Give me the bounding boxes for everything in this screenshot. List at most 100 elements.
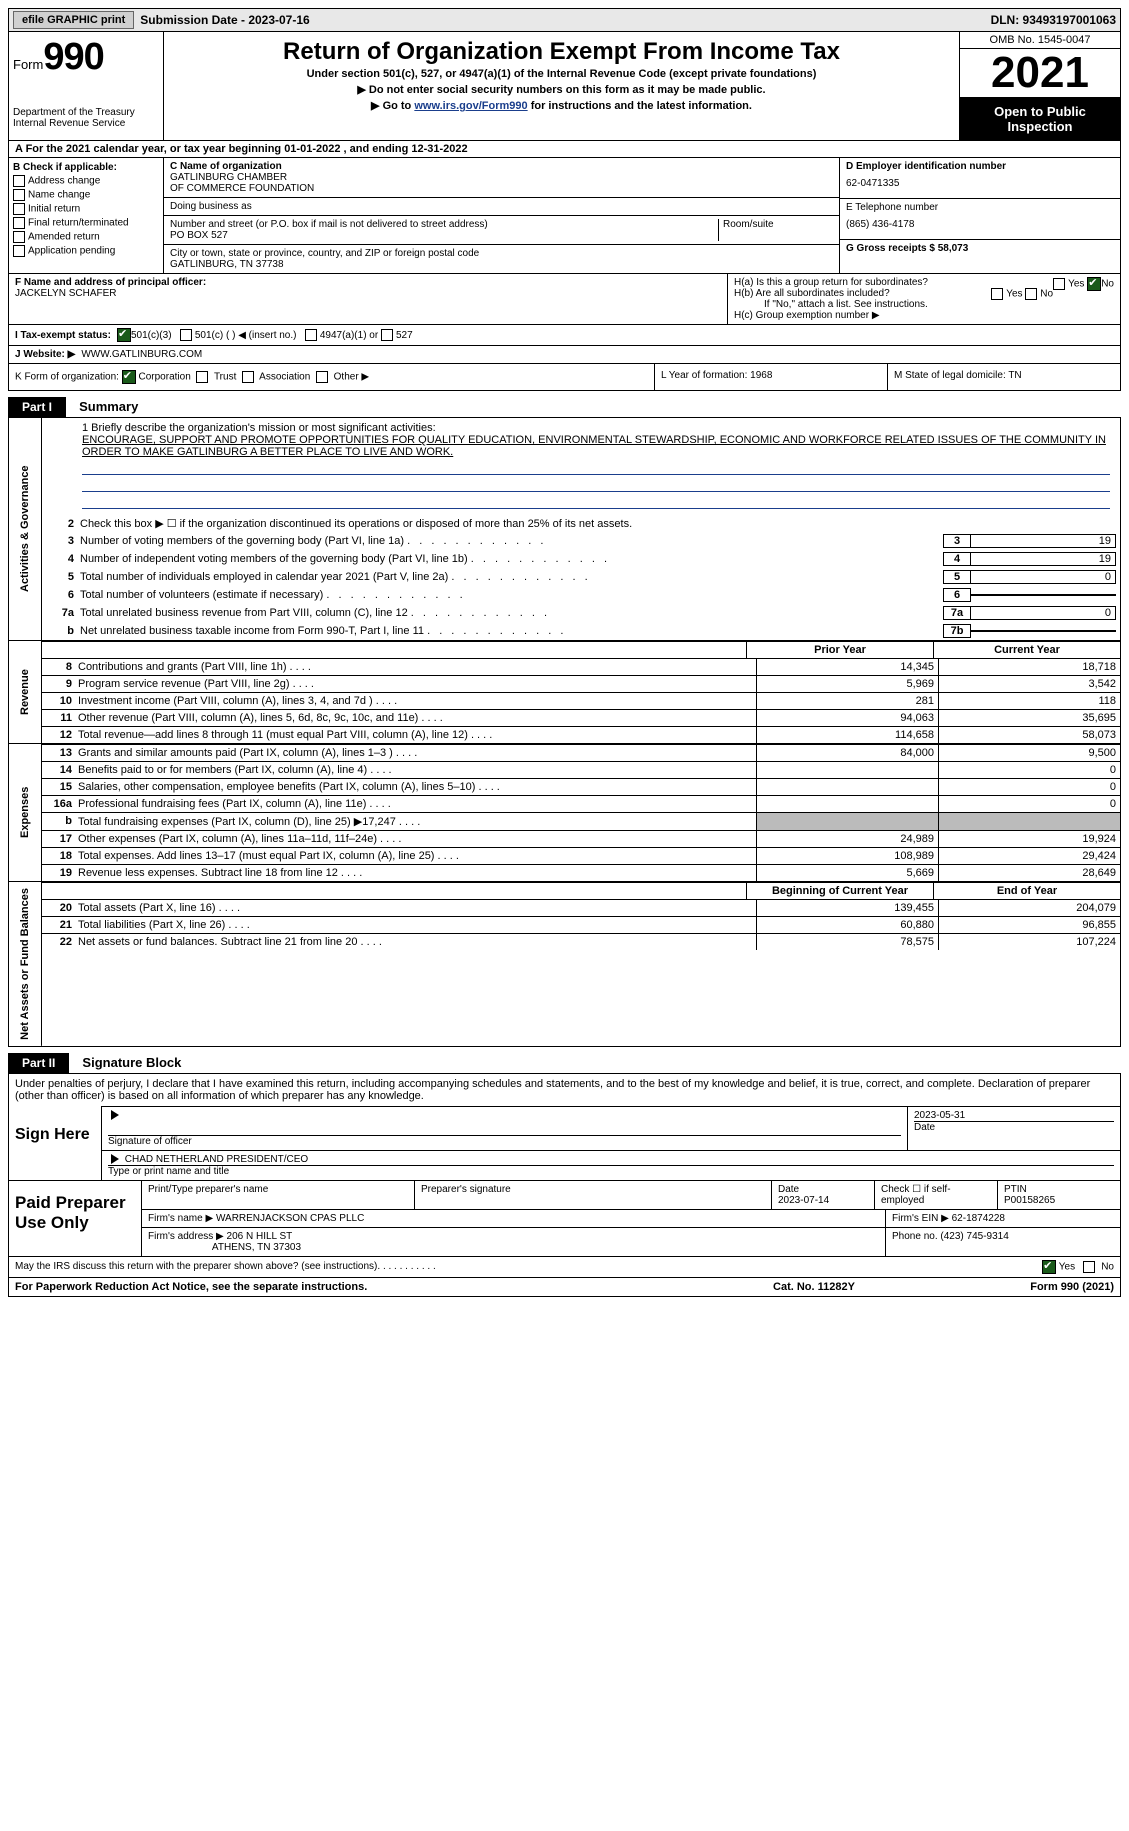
ha-yes[interactable]: [1053, 278, 1065, 290]
prior-value: 94,063: [756, 710, 938, 726]
gov-line: 2Check this box ▶ ☐ if the organization …: [42, 515, 1120, 532]
lbl-501c: 501(c) ( ) ◀ (insert no.): [195, 330, 297, 341]
blank-line: [82, 460, 1110, 475]
chk-4947[interactable]: [305, 329, 317, 341]
discuss-yes[interactable]: [1042, 1260, 1056, 1274]
discuss-question: May the IRS discuss this return with the…: [15, 1261, 377, 1272]
gov-line: bNet unrelated business taxable income f…: [42, 622, 1120, 640]
part1-title: Summary: [69, 399, 138, 414]
column-c: C Name of organization GATLINBURG CHAMBE…: [164, 158, 839, 273]
line-num: 2: [46, 518, 80, 530]
line-num: 22: [42, 934, 78, 950]
line-text: Total expenses. Add lines 13–17 (must eq…: [78, 848, 756, 864]
hb2-line: If "No," attach a list. See instructions…: [734, 299, 1114, 310]
open-inspection-badge: Open to Public Inspection: [960, 98, 1120, 140]
prior-value: 114,658: [756, 727, 938, 743]
dln-label: DLN: 93493197001063: [991, 13, 1116, 27]
line-num: 21: [42, 917, 78, 933]
website-label: J Website: ▶: [15, 349, 75, 360]
ha-line: H(a) Is this a group return for subordin…: [734, 277, 1114, 288]
current-value: 9,500: [938, 745, 1120, 761]
chk-527[interactable]: [381, 329, 393, 341]
dba-label: Doing business as: [170, 201, 833, 212]
dots: . . . . . . . . . . .: [377, 1261, 435, 1272]
prior-value: [756, 779, 938, 795]
current-value: 118: [938, 693, 1120, 709]
ptin-label: PTIN: [1004, 1184, 1027, 1195]
current-value: 96,855: [938, 917, 1120, 933]
data-line: 16aProfessional fundraising fees (Part I…: [42, 795, 1120, 812]
firm-name-value: WARRENJACKSON CPAS PLLC: [216, 1213, 364, 1224]
efile-print-button[interactable]: efile GRAPHIC print: [13, 11, 134, 29]
column-b: B Check if applicable: Address change Na…: [9, 158, 164, 273]
chk-initial-return[interactable]: [13, 203, 25, 215]
irs-link[interactable]: www.irs.gov/Form990: [414, 100, 527, 112]
prep-sig-label: Preparer's signature: [415, 1181, 772, 1209]
line-box-num: 5: [943, 570, 971, 584]
data-line: 19Revenue less expenses. Subtract line 1…: [42, 864, 1120, 881]
prior-value: 5,669: [756, 865, 938, 881]
line-num: b: [46, 625, 80, 637]
goto-pre: ▶ Go to: [371, 100, 414, 112]
form-meta-box: OMB No. 1545-0047 2021 Open to Public In…: [960, 32, 1120, 140]
hb-yes[interactable]: [991, 288, 1003, 300]
line-num: 12: [42, 727, 78, 743]
hb-no[interactable]: [1025, 288, 1037, 300]
org-name-2: OF COMMERCE FOUNDATION: [170, 183, 833, 194]
lbl-assoc: Association: [259, 372, 310, 383]
line-text: Total unrelated business revenue from Pa…: [80, 607, 939, 619]
current-value: 0: [938, 779, 1120, 795]
current-value: [938, 813, 1120, 830]
line-num: 7a: [46, 607, 80, 619]
chk-trust[interactable]: [196, 371, 208, 383]
line-num: 6: [46, 589, 80, 601]
data-line: 13Grants and similar amounts paid (Part …: [42, 744, 1120, 761]
lbl-trust: Trust: [214, 372, 236, 383]
line-num: 15: [42, 779, 78, 795]
chk-other[interactable]: [316, 371, 328, 383]
data-line: 21Total liabilities (Part X, line 26) . …: [42, 916, 1120, 933]
data-line: 11Other revenue (Part VIII, column (A), …: [42, 709, 1120, 726]
form-org-label: K Form of organization:: [15, 372, 119, 383]
phone-label: E Telephone number: [846, 202, 1114, 213]
gov-section: Activities & Governance 1 Briefly descri…: [8, 417, 1121, 641]
discuss-no[interactable]: [1083, 1261, 1095, 1273]
page-footer: For Paperwork Reduction Act Notice, see …: [8, 1278, 1121, 1297]
state-domicile: M State of legal domicile: TN: [888, 364, 1120, 390]
chk-501c3[interactable]: [117, 328, 131, 342]
chk-name-change[interactable]: [13, 189, 25, 201]
line-text: Net assets or fund balances. Subtract li…: [78, 934, 756, 950]
line-num: 14: [42, 762, 78, 778]
chk-pending[interactable]: [13, 245, 25, 257]
current-value: 28,649: [938, 865, 1120, 881]
org-name-label: C Name of organization: [170, 161, 833, 172]
line-num: 11: [42, 710, 78, 726]
prior-value: 5,969: [756, 676, 938, 692]
chk-final-return[interactable]: [13, 217, 25, 229]
form-title: Return of Organization Exempt From Incom…: [168, 38, 955, 66]
goto-line: ▶ Go to www.irs.gov/Form990 for instruct…: [168, 99, 955, 112]
line-box-val: 19: [971, 552, 1116, 566]
lbl-527: 527: [396, 330, 413, 341]
line-num: 13: [42, 745, 78, 761]
signature-block: Under penalties of perjury, I declare th…: [8, 1073, 1121, 1181]
prior-value: [756, 762, 938, 778]
gross-receipts: G Gross receipts $ 58,073: [840, 240, 1120, 257]
sig-officer-label: Signature of officer: [108, 1135, 901, 1147]
ptin-value: P00158265: [1004, 1195, 1055, 1206]
blank-line: [82, 477, 1110, 492]
lbl-final-return: Final return/terminated: [28, 218, 129, 229]
prior-value: [756, 796, 938, 812]
line-text: Total assets (Part X, line 16) . . . .: [78, 900, 756, 916]
side-gov: Activities & Governance: [9, 418, 42, 640]
chk-corp[interactable]: [122, 370, 136, 384]
firm-addr-label: Firm's address ▶: [148, 1231, 224, 1242]
ha-no[interactable]: [1087, 277, 1101, 291]
chk-amended[interactable]: [13, 231, 25, 243]
chk-501c[interactable]: [180, 329, 192, 341]
line-text: Salaries, other compensation, employee b…: [78, 779, 756, 795]
chk-address-change[interactable]: [13, 175, 25, 187]
gov-line: 3Number of voting members of the governi…: [42, 532, 1120, 550]
chk-assoc[interactable]: [242, 371, 254, 383]
form-number: 990: [43, 36, 103, 78]
